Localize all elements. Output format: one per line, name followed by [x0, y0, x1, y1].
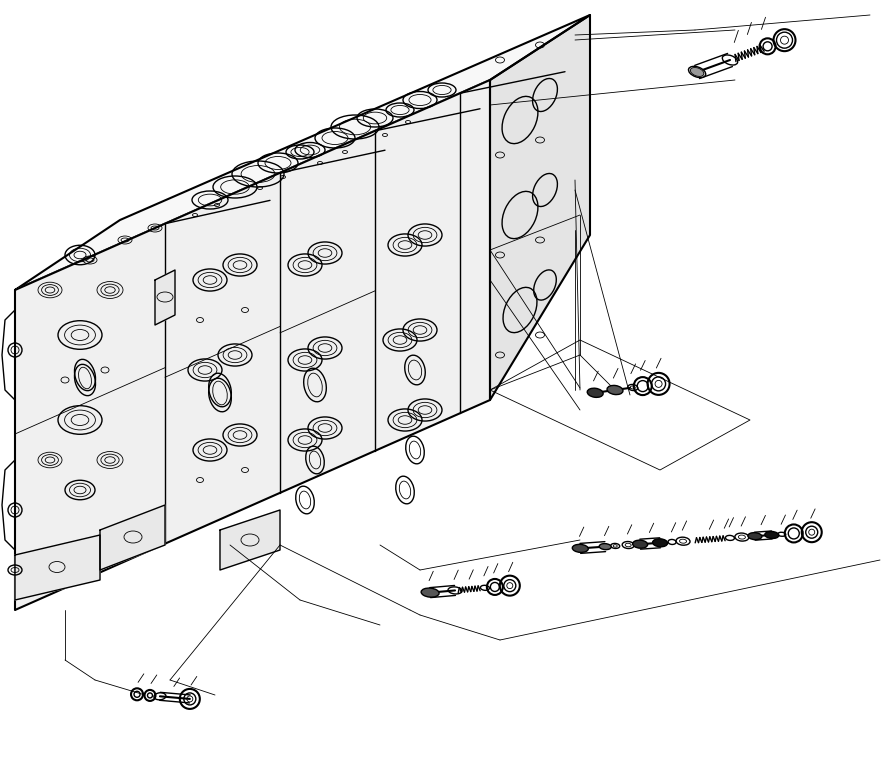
Polygon shape	[155, 270, 175, 325]
Ellipse shape	[587, 388, 602, 397]
Polygon shape	[15, 535, 100, 600]
Ellipse shape	[571, 544, 587, 553]
Polygon shape	[489, 15, 589, 400]
Polygon shape	[100, 505, 165, 570]
Ellipse shape	[421, 588, 439, 598]
Ellipse shape	[632, 540, 647, 548]
Ellipse shape	[652, 539, 667, 547]
Ellipse shape	[688, 67, 705, 78]
Polygon shape	[15, 15, 589, 290]
Ellipse shape	[747, 532, 761, 539]
Ellipse shape	[606, 386, 622, 394]
Polygon shape	[15, 80, 489, 610]
Polygon shape	[220, 510, 280, 570]
Ellipse shape	[764, 532, 778, 539]
Ellipse shape	[689, 68, 703, 76]
Ellipse shape	[599, 544, 610, 549]
